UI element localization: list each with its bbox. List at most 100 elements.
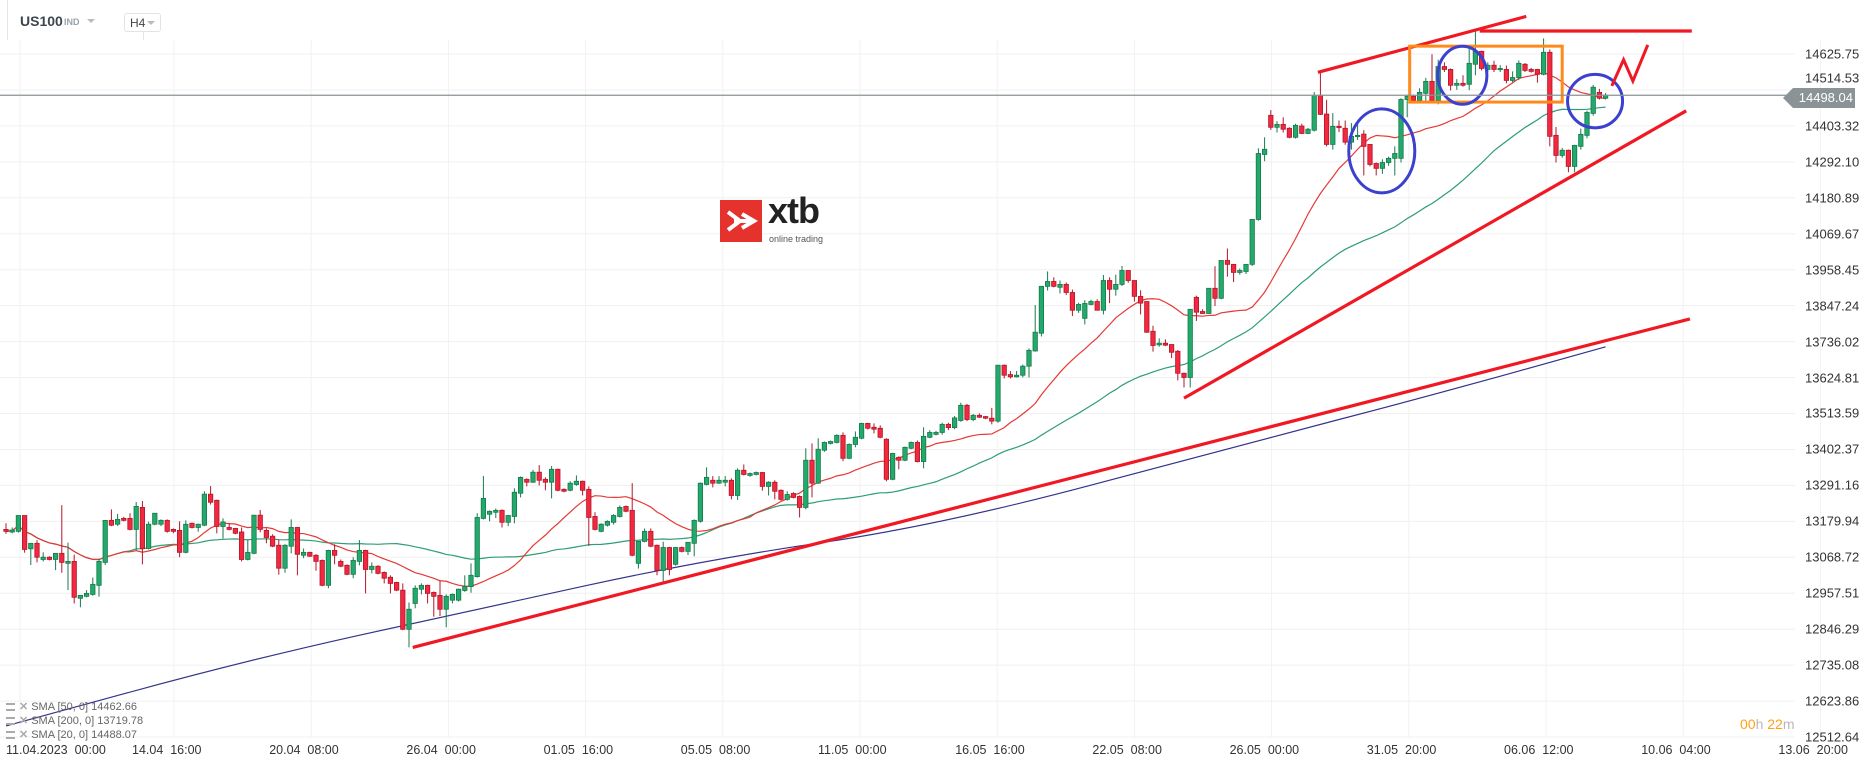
candle-body	[152, 512, 158, 525]
candle	[387, 575, 394, 594]
candle-body	[1578, 134, 1584, 147]
candle-body	[121, 518, 127, 521]
candle-body	[1510, 77, 1516, 81]
candle	[803, 448, 809, 510]
candle-body	[1063, 283, 1069, 293]
candle-body	[840, 434, 846, 459]
candle	[344, 564, 350, 576]
candle	[846, 443, 852, 460]
y-tick-label: 13736.02	[1805, 334, 1860, 350]
legend-sma-20[interactable]: ✕ SMA [20, 0] 14488.07	[6, 729, 137, 742]
candle-body	[673, 547, 679, 565]
candle-body	[1144, 301, 1150, 333]
logo-brand: xtb	[768, 190, 820, 231]
candle	[455, 588, 462, 602]
candle	[1255, 148, 1261, 221]
candle	[164, 519, 170, 533]
candle	[790, 492, 797, 499]
candle	[1398, 98, 1404, 163]
candle	[1522, 62, 1528, 73]
candle	[809, 443, 815, 498]
candle	[1038, 285, 1044, 337]
candle-body	[207, 493, 214, 503]
candle	[313, 554, 319, 571]
candle	[1175, 350, 1181, 381]
candle	[1274, 121, 1280, 133]
candle	[226, 523, 232, 531]
candle	[139, 500, 145, 565]
candle-body	[387, 576, 394, 584]
candle	[964, 403, 970, 422]
candle	[133, 501, 139, 551]
candle	[586, 486, 592, 546]
candle	[890, 452, 896, 481]
legend-label: SMA [50, 0] 14462.66	[31, 701, 138, 713]
candle-body	[1466, 62, 1472, 85]
candle	[1206, 287, 1212, 314]
candle	[493, 508, 499, 519]
symbol-label[interactable]: US100	[20, 13, 63, 29]
y-tick-label: 13402.37	[1805, 441, 1860, 457]
y-tick-label: 12957.51	[1805, 585, 1860, 601]
settings-icon[interactable]	[6, 703, 15, 712]
candle	[1503, 65, 1509, 84]
settings-icon[interactable]	[6, 731, 15, 740]
candle-body	[995, 364, 1001, 422]
close-icon[interactable]: ✕	[19, 729, 29, 741]
candle	[1249, 219, 1255, 266]
candle-body	[1038, 285, 1044, 334]
candle-body	[139, 507, 145, 549]
candle	[592, 512, 598, 531]
candle	[1466, 47, 1472, 91]
candle	[611, 514, 617, 525]
candle-body	[1522, 63, 1528, 71]
legend-sma-200[interactable]: ✕ SMA [200, 0] 13719.78	[6, 715, 143, 728]
candle	[1528, 67, 1534, 73]
legend-label: SMA [200, 0] 13719.78	[31, 715, 144, 727]
candle	[1069, 289, 1075, 317]
candle	[1423, 77, 1429, 102]
candle	[1107, 277, 1113, 304]
x-tick-label: 05.05 08:00	[680, 743, 751, 757]
candle-body	[1410, 95, 1416, 101]
candle	[201, 491, 207, 527]
candle	[722, 476, 728, 487]
candle	[1026, 348, 1032, 378]
candle	[561, 488, 567, 493]
legend-sma-50[interactable]: ✕ SMA [50, 0] 14462.66	[6, 701, 137, 714]
candle-body	[716, 479, 722, 484]
close-icon[interactable]: ✕	[19, 701, 29, 713]
close-icon[interactable]: ✕	[19, 715, 29, 727]
candle	[933, 430, 939, 436]
candle	[939, 422, 945, 435]
candle-body	[722, 479, 728, 483]
candle-body	[96, 561, 102, 586]
candle	[778, 489, 784, 501]
x-tick-label: 16.05 16:00	[955, 743, 1025, 757]
timeframe-select[interactable]: H4	[124, 13, 161, 32]
candle-body	[294, 527, 301, 555]
sma-200-path	[5, 346, 1606, 727]
trendline	[412, 317, 1691, 649]
candle	[828, 440, 834, 445]
candle-body	[34, 542, 40, 558]
candle	[679, 546, 685, 553]
candle-body	[1268, 114, 1274, 128]
candle-body	[1243, 263, 1249, 272]
candle-body	[939, 423, 945, 433]
candle	[381, 571, 387, 584]
candle	[418, 583, 425, 595]
symbol-dropdown-icon[interactable]	[87, 19, 95, 23]
candle-body	[970, 414, 976, 420]
candle-body	[803, 459, 809, 508]
candle	[375, 565, 381, 575]
y-tick-label: 14292.10	[1805, 154, 1860, 170]
candle-body	[1119, 270, 1125, 285]
candle	[90, 577, 96, 596]
candle-body	[183, 523, 189, 553]
settings-icon[interactable]	[6, 717, 15, 726]
candle	[71, 554, 77, 604]
candle	[183, 520, 189, 554]
candle	[121, 516, 127, 522]
